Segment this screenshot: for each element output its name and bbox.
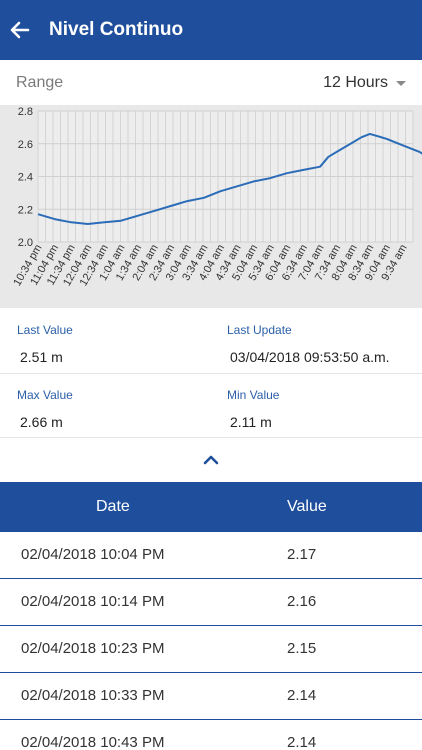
app-bar: Nivel Continuo <box>0 0 422 60</box>
stats-bottom-divider <box>0 437 422 438</box>
max-value: 2.66 m <box>20 414 63 430</box>
chevron-up-icon <box>203 455 219 465</box>
table-row[interactable]: 02/04/2018 10:04 PM 2.17 <box>0 532 422 579</box>
back-button[interactable] <box>10 20 30 40</box>
last-value: 2.51 m <box>20 349 63 365</box>
stats-divider <box>0 373 422 374</box>
stat-max-value: Max Value 2.66 m <box>17 388 73 430</box>
column-header-value[interactable]: Value <box>287 498 327 515</box>
y-tick-label: 2.6 <box>18 139 33 151</box>
max-value-label: Max Value <box>17 388 73 402</box>
row-value: 2.17 <box>287 546 317 563</box>
range-label: Range <box>16 73 64 91</box>
table-header: Date Value <box>0 482 422 532</box>
table-row[interactable]: 02/04/2018 10:43 PM 2.14 <box>0 720 422 750</box>
stat-last-value: Last Value 2.51 m <box>17 323 73 365</box>
row-value: 2.14 <box>287 687 317 704</box>
level-chart: 2.0 2.2 2.4 2.6 2.8 10:34 pm 11:04 pm 11:34 pm 1… <box>0 105 422 308</box>
stat-min-value: Min Value 2.11 m <box>227 388 279 430</box>
column-header-date[interactable]: Date <box>96 498 130 515</box>
row-date: 02/04/2018 10:04 PM <box>21 546 165 563</box>
page-title: Nivel Continuo <box>49 19 184 40</box>
table-row[interactable]: 02/04/2018 10:23 PM 2.15 <box>0 626 422 673</box>
min-value-label: Min Value <box>227 388 280 402</box>
arrow-left-icon <box>10 21 30 39</box>
y-tick-label: 2.4 <box>18 172 33 184</box>
caret-down-icon <box>396 81 406 86</box>
row-value: 2.16 <box>287 593 317 610</box>
row-date: 02/04/2018 10:43 PM <box>21 734 165 750</box>
series-line <box>37 132 422 225</box>
row-date: 02/04/2018 10:33 PM <box>21 687 165 704</box>
y-tick-label: 2.0 <box>18 237 33 249</box>
range-selected-value: 12 Hours <box>323 73 388 91</box>
last-update-value: 03/04/2018 09:53:50 a.m. <box>230 349 390 365</box>
stat-last-update: Last Update 03/04/2018 09:53:50 a.m. <box>227 323 390 365</box>
y-tick-label: 2.2 <box>18 204 33 216</box>
stats-panel: Last Value 2.51 m Last Update 03/04/2018… <box>0 308 422 438</box>
last-value-label: Last Value <box>17 323 73 337</box>
range-row: Range 12 Hours <box>0 60 422 105</box>
row-value: 2.14 <box>287 734 317 750</box>
table-row[interactable]: 02/04/2018 10:33 PM 2.14 <box>0 673 422 720</box>
data-table: 02/04/2018 10:04 PM 2.17 02/04/2018 10:1… <box>0 532 422 750</box>
table-row[interactable]: 02/04/2018 10:14 PM 2.16 <box>0 579 422 626</box>
row-value: 2.15 <box>287 640 317 657</box>
collapse-toggle[interactable] <box>0 438 422 482</box>
last-update-label: Last Update <box>227 323 292 337</box>
min-value: 2.11 m <box>230 414 272 430</box>
row-date: 02/04/2018 10:14 PM <box>21 593 165 610</box>
range-dropdown[interactable]: 12 Hours <box>323 74 406 92</box>
y-tick-label: 2.8 <box>18 106 33 118</box>
row-date: 02/04/2018 10:23 PM <box>21 640 165 657</box>
